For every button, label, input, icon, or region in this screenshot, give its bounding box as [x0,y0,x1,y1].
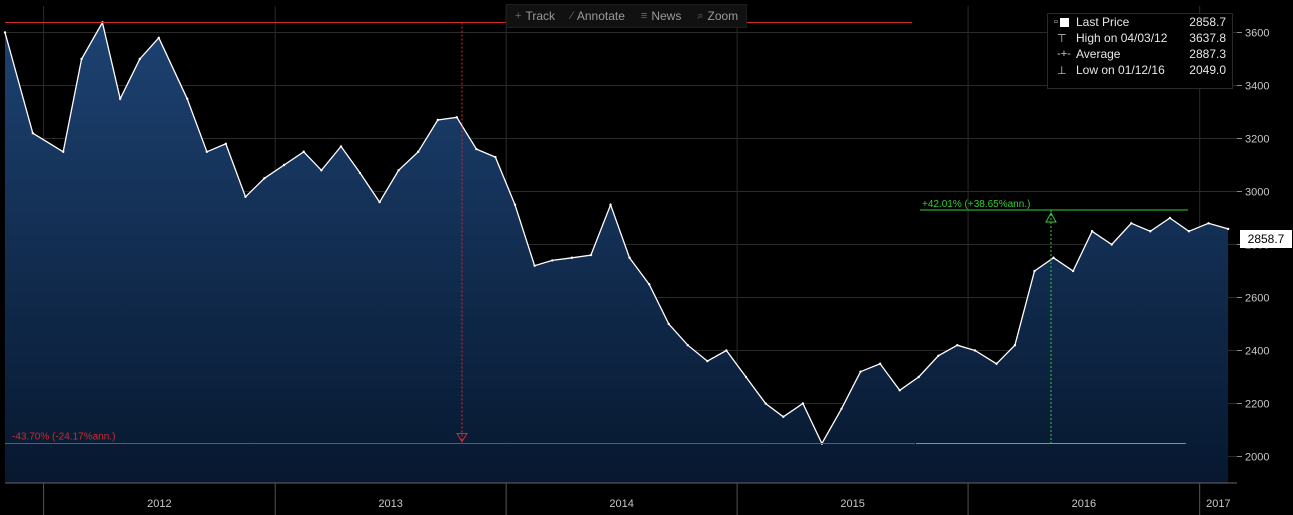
price-point [648,283,650,285]
pencil-icon: ⁄ [571,10,573,22]
legend-row-high: ⊤ High on 04/03/12 3637.8 [1048,30,1232,46]
price-point [186,98,188,100]
price-point [62,151,64,153]
price-point [956,344,958,346]
legend-row-last-price: ▫ Last Price 2858.7 [1048,14,1232,30]
price-point [859,371,861,373]
magnifier-icon: ⌕ [697,10,703,23]
annotate-tool[interactable]: ⁄ Annotate [563,5,633,27]
price-point [514,204,516,206]
average-marker-icon: -+- [1054,48,1076,60]
legend-row-average: -+- Average 2887.3 [1048,46,1232,62]
price-point [456,116,458,118]
price-point [320,169,322,171]
price-point [974,349,976,351]
price-point [244,196,246,198]
y-tick-label: 2400 [1245,346,1269,358]
low-marker-icon: ⊥ [1054,64,1076,77]
price-point [725,349,727,351]
price-point [4,31,6,33]
price-point [1169,217,1171,219]
price-point [80,58,82,60]
legend-row-low: ⊥ Low on 01/12/16 2049.0 [1048,62,1232,78]
price-point [879,363,881,365]
price-point [687,344,689,346]
price-point [494,156,496,158]
price-point [1111,243,1113,245]
last-price-tag: 2858.7 [1240,230,1292,248]
x-tick-label: 2016 [1072,498,1096,510]
news-tool[interactable]: ≡ News [633,5,689,27]
zoom-tool[interactable]: ⌕ Zoom [689,5,746,27]
x-tick-label: 2013 [378,498,402,510]
price-point [918,376,920,378]
price-point [668,323,670,325]
plus-icon: + [515,10,521,22]
price-point [1149,230,1151,232]
price-point [551,259,553,261]
price-point [139,58,141,60]
price-point [628,257,630,259]
price-point [1014,344,1016,346]
price-point [1072,270,1074,272]
chart-toolbar: + Track ⁄ Annotate ≡ News ⌕ Zoom [506,4,747,28]
x-tick-label: 2012 [147,498,171,510]
price-point [263,177,265,179]
price-point [802,402,804,404]
legend[interactable]: ▫ Last Price 2858.7 ⊤ High on 04/03/12 3… [1047,13,1233,89]
price-point [1188,230,1190,232]
decline-label: -43.70% (-24.17%ann.) [12,432,115,443]
price-point [533,265,535,267]
y-tick-label: 3000 [1245,187,1269,199]
x-axis-band [0,483,1293,515]
y-tick-label: 3200 [1245,134,1269,146]
price-point [378,201,380,203]
y-tick-label: 2000 [1245,452,1269,464]
price-point [609,204,611,206]
price-point [764,402,766,404]
price-point [417,151,419,153]
price-point [782,416,784,418]
y-tick-label: 2200 [1245,399,1269,411]
rise-label: +42.01% (+38.65%ann.) [922,199,1030,210]
price-point [32,132,34,134]
price-point [995,363,997,365]
x-tick-label: 2017 [1206,498,1230,510]
x-tick-label: 2015 [840,498,864,510]
price-point [225,143,227,145]
price-point [437,119,439,121]
track-tool[interactable]: + Track [507,5,563,27]
price-point [302,151,304,153]
price-point [283,164,285,166]
price-point [206,151,208,153]
news-icon: ≡ [641,10,647,22]
price-point [937,355,939,357]
price-point [1207,222,1209,224]
price-point [340,145,342,147]
price-point [1052,257,1054,259]
y-tick-label: 3600 [1245,28,1269,40]
x-tick-label: 2014 [609,498,633,510]
price-point [158,37,160,39]
price-point [1033,270,1035,272]
price-point [590,254,592,256]
price-point [397,169,399,171]
price-point [899,389,901,391]
last-price-swatch-icon: ▫ [1054,16,1076,28]
high-marker-icon: ⊤ [1054,32,1076,45]
price-point [571,257,573,259]
y-tick-label: 3400 [1245,81,1269,93]
price-point [359,172,361,174]
price-point [706,360,708,362]
price-point [119,98,121,100]
price-point [745,376,747,378]
price-point [840,408,842,410]
price-point [475,148,477,150]
y-tick-label: 2600 [1245,293,1269,305]
price-point [1091,230,1093,232]
price-point [1130,222,1132,224]
price-point [1227,228,1229,230]
